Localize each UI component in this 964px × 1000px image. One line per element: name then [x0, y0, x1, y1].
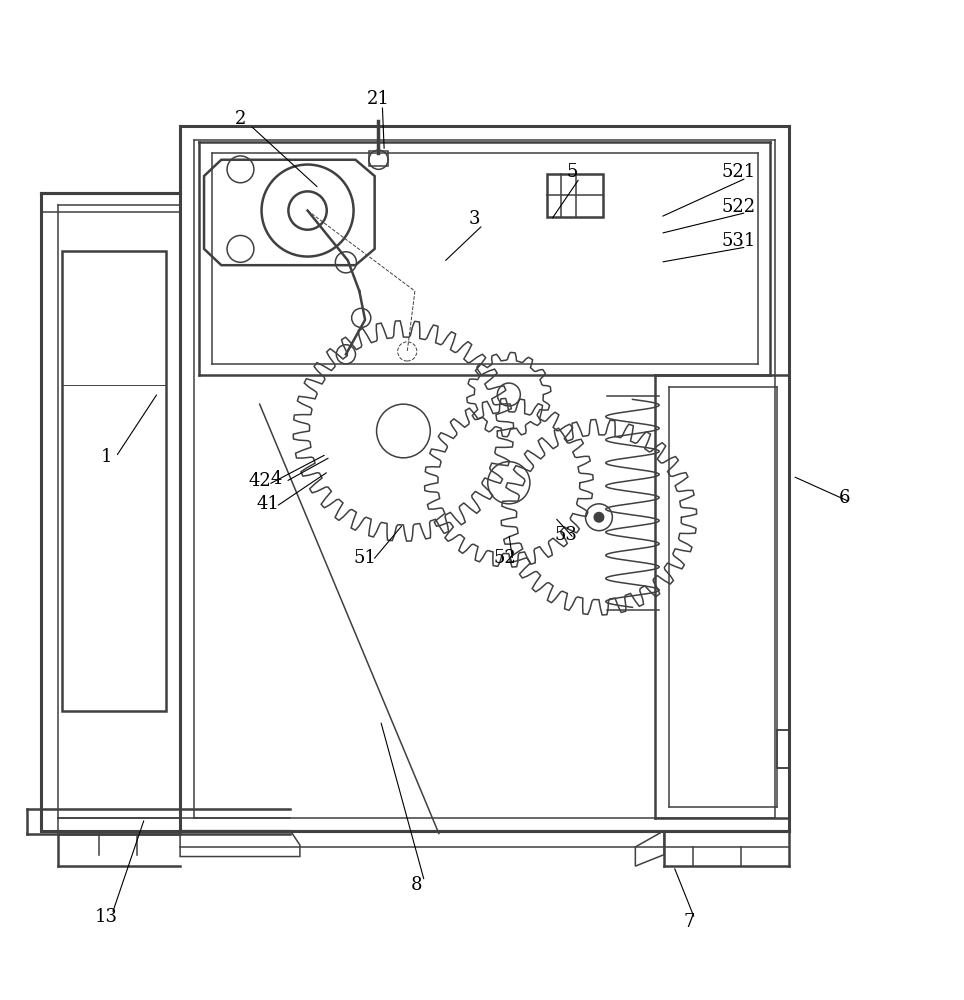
Text: 3: 3 — [469, 210, 480, 228]
Text: 5: 5 — [567, 163, 577, 181]
Bar — [777, 730, 789, 768]
Text: 52: 52 — [494, 549, 517, 567]
Text: 531: 531 — [722, 232, 756, 250]
Text: 7: 7 — [683, 913, 695, 931]
Text: 521: 521 — [722, 163, 756, 181]
Text: 8: 8 — [411, 876, 422, 894]
Text: 4: 4 — [270, 470, 281, 488]
Text: 41: 41 — [256, 495, 280, 513]
Bar — [548, 174, 602, 217]
Text: 522: 522 — [722, 198, 756, 216]
Text: 21: 21 — [367, 90, 389, 108]
Text: 13: 13 — [94, 908, 118, 926]
Bar — [63, 251, 166, 711]
Text: 53: 53 — [555, 526, 577, 544]
Text: 2: 2 — [235, 110, 246, 128]
Circle shape — [594, 512, 603, 522]
Bar — [369, 151, 388, 166]
Text: 6: 6 — [839, 489, 850, 507]
Text: 1: 1 — [100, 448, 112, 466]
Text: 42: 42 — [249, 472, 271, 490]
Text: 51: 51 — [354, 549, 377, 567]
